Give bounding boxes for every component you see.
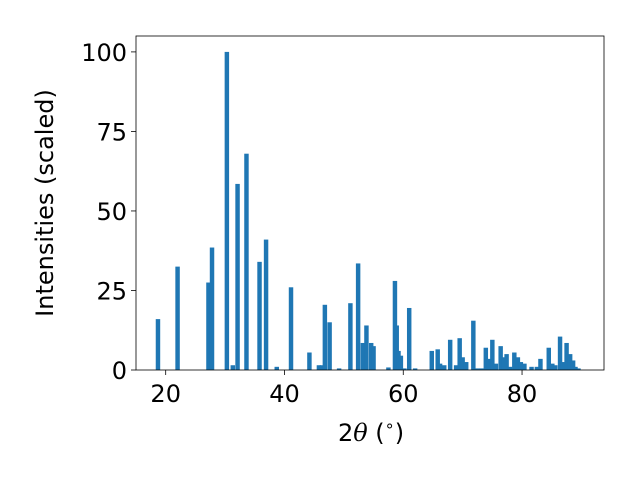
bar [336, 368, 342, 370]
bar [355, 263, 361, 370]
bar [319, 365, 325, 370]
bar [371, 346, 376, 370]
bar [457, 338, 462, 370]
bar [429, 350, 434, 370]
x-axis-label-degree: ∘ [385, 416, 395, 435]
bar [307, 352, 312, 370]
x-axis-label-theta: θ [353, 419, 368, 447]
bar [360, 342, 366, 370]
bar [529, 366, 534, 370]
bar [435, 349, 440, 370]
bar [348, 303, 353, 370]
x-tick-label: 80 [507, 380, 538, 408]
x-tick-label: 20 [150, 380, 181, 408]
bar [490, 339, 495, 370]
x-ticks-group: 20 40 60 80 [150, 370, 537, 408]
bar [534, 366, 540, 370]
bar [573, 366, 578, 370]
x-tick-label: 60 [388, 380, 419, 408]
bar [394, 325, 399, 370]
bar [224, 51, 230, 371]
x-tick-label: 40 [269, 380, 300, 408]
bar [512, 352, 517, 370]
bar [483, 347, 489, 370]
y-tick-label: 0 [112, 357, 127, 385]
bars-group [155, 51, 581, 371]
bar [560, 362, 566, 370]
bar [244, 153, 249, 370]
bar [442, 365, 447, 370]
bar [447, 339, 453, 370]
bar [274, 366, 279, 370]
x-axis-label-prefix: 2 [338, 419, 353, 447]
bar [553, 365, 558, 370]
bar [463, 362, 469, 370]
bar [507, 366, 513, 370]
bar [522, 363, 527, 370]
bar [550, 363, 555, 370]
bar [460, 357, 465, 370]
bar [437, 363, 443, 370]
bar [567, 354, 573, 370]
bar [471, 320, 476, 370]
plot-area [136, 36, 604, 370]
y-axis-label: Intensities (scaled) [31, 89, 59, 317]
bar [364, 325, 369, 370]
bar [557, 336, 563, 370]
bar [263, 239, 269, 370]
x-axis-label: 2θ (∘) [338, 416, 404, 447]
bar [396, 350, 401, 370]
bar [479, 368, 484, 370]
bar [453, 365, 459, 370]
bar [493, 363, 499, 370]
bar [209, 247, 215, 370]
bar [235, 183, 240, 370]
bar [515, 357, 521, 370]
bar [570, 360, 576, 370]
bar [206, 282, 211, 370]
bar [230, 365, 236, 370]
bar [564, 342, 569, 370]
y-ticks-group: 0 25 50 75 100 [81, 39, 136, 385]
bar [501, 357, 506, 370]
y-tick-label: 100 [81, 39, 127, 67]
y-tick-label: 25 [96, 277, 127, 305]
bar [327, 322, 332, 370]
bar [288, 287, 294, 370]
bar [402, 368, 407, 370]
bar [368, 342, 374, 370]
bar [316, 365, 322, 370]
bar [406, 307, 412, 370]
bar [398, 355, 404, 370]
bar [546, 347, 551, 370]
bar [486, 358, 492, 370]
y-tick-label: 75 [96, 118, 127, 146]
bar [386, 367, 391, 370]
bar [518, 362, 524, 370]
bar [498, 346, 503, 370]
x-axis-label-open: ( [368, 419, 385, 447]
bar [475, 368, 480, 370]
bar [322, 304, 328, 370]
bar [538, 358, 543, 370]
bar [257, 261, 262, 370]
plot-frame [135, 35, 605, 371]
x-axis-label-close: ) [395, 419, 404, 447]
bar [412, 368, 418, 370]
y-tick-label: 50 [96, 198, 127, 226]
bar [504, 354, 509, 370]
bar [155, 319, 161, 370]
bar [576, 368, 581, 370]
bar [175, 266, 180, 370]
